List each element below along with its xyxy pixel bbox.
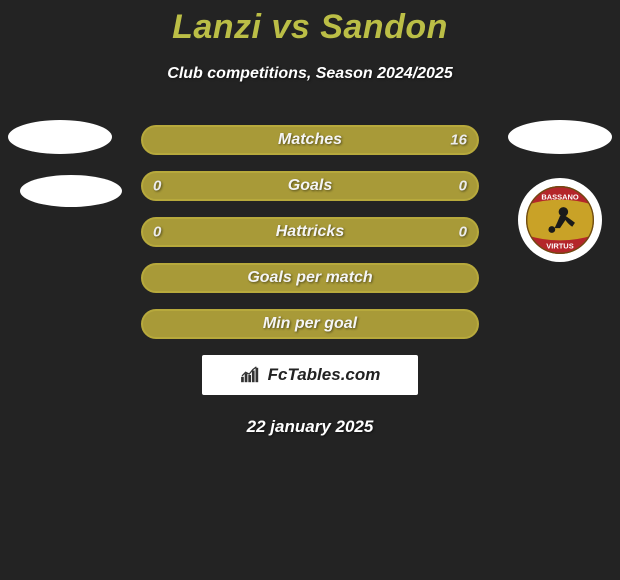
stat-label: Matches (278, 131, 342, 149)
snapshot-date: 22 january 2025 (0, 417, 620, 437)
stat-left-value: 0 (153, 178, 161, 195)
branding-badge[interactable]: FcTables.com (202, 355, 418, 395)
stat-label: Goals per match (247, 269, 372, 287)
stat-row-min-per-goal: Min per goal (141, 309, 479, 339)
bar-chart-icon (240, 366, 262, 384)
stat-right-value: 0 (459, 224, 467, 241)
stat-right-value: 16 (450, 132, 467, 149)
club-crest-svg: BASSANO VIRTUS (526, 186, 594, 254)
club-crest: BASSANO VIRTUS (518, 178, 602, 262)
crest-top-text: BASSANO (541, 193, 579, 202)
stat-label: Goals (288, 177, 332, 195)
stat-row-goals: 0 Goals 0 (141, 171, 479, 201)
stat-left-value: 0 (153, 224, 161, 241)
stat-row-goals-per-match: Goals per match (141, 263, 479, 293)
page-subtitle: Club competitions, Season 2024/2025 (0, 65, 620, 83)
stat-row-matches: Matches 16 (141, 125, 479, 155)
stat-label: Min per goal (263, 315, 357, 333)
player-avatar-right-1 (508, 120, 612, 154)
page-title: Lanzi vs Sandon (0, 0, 620, 47)
stat-label: Hattricks (276, 223, 344, 241)
stat-row-hattricks: 0 Hattricks 0 (141, 217, 479, 247)
branding-text: FcTables.com (268, 365, 381, 385)
player-avatar-left-1 (8, 120, 112, 154)
crest-bottom-text: VIRTUS (546, 242, 573, 251)
stat-right-value: 0 (459, 178, 467, 195)
player-avatar-left-2 (20, 175, 122, 207)
